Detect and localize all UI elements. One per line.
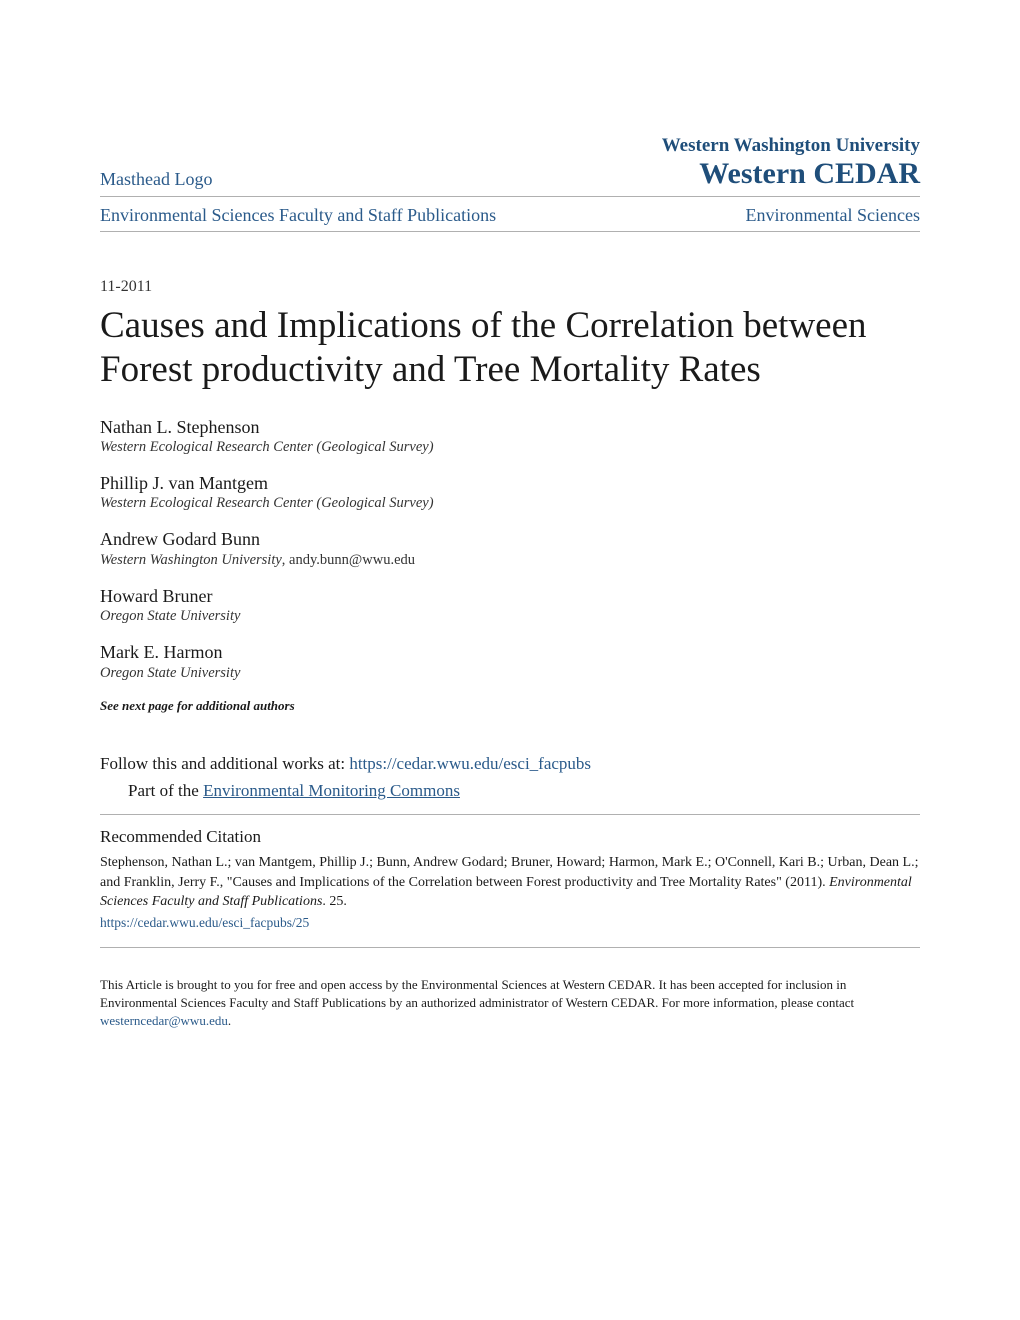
author-name: Mark E. Harmon xyxy=(100,641,920,664)
author-name: Phillip J. van Mantgem xyxy=(100,472,920,495)
author-affiliation: Oregon State University xyxy=(100,608,920,625)
header-divider-top xyxy=(100,196,920,197)
author-affiliation: Western Ecological Research Center (Geol… xyxy=(100,439,920,456)
author-affiliation: Oregon State University xyxy=(100,665,920,682)
see-next-page-note: See next page for additional authors xyxy=(100,698,920,714)
breadcrumb-collection[interactable]: Environmental Sciences Faculty and Staff… xyxy=(100,203,496,227)
publication-date: 11-2011 xyxy=(100,278,920,296)
author-name: Nathan L. Stephenson xyxy=(100,416,920,439)
author-block: Nathan L. Stephenson Western Ecological … xyxy=(100,416,920,456)
footer-notice: This Article is brought to you for free … xyxy=(100,976,920,1031)
masthead-logo[interactable]: Masthead Logo xyxy=(100,169,212,190)
header-divider-bottom xyxy=(100,231,920,232)
breadcrumb-row: Environmental Sciences Faculty and Staff… xyxy=(100,203,920,227)
citation-link[interactable]: https://cedar.wwu.edu/esci_facpubs/25 xyxy=(100,914,920,933)
repository-name[interactable]: Western CEDAR xyxy=(662,157,920,190)
author-affiliation: Western Washington University, andy.bunn… xyxy=(100,552,920,569)
part-of-prefix: Part of the xyxy=(128,781,203,800)
recommended-citation-body: Stephenson, Nathan L.; van Mantgem, Phil… xyxy=(100,853,920,933)
author-block: Phillip J. van Mantgem Western Ecologica… xyxy=(100,472,920,512)
citation-divider-bottom xyxy=(100,947,920,948)
author-block: Andrew Godard Bunn Western Washington Un… xyxy=(100,528,920,568)
author-name: Andrew Godard Bunn xyxy=(100,528,920,551)
author-affiliation: Western Ecological Research Center (Geol… xyxy=(100,495,920,512)
breadcrumb-department[interactable]: Environmental Sciences xyxy=(746,205,920,226)
author-block: Howard Bruner Oregon State University xyxy=(100,585,920,625)
follow-prefix: Follow this and additional works at: xyxy=(100,754,349,773)
citation-divider-top xyxy=(100,814,920,815)
follow-url-link[interactable]: https://cedar.wwu.edu/esci_facpubs xyxy=(349,754,591,773)
follow-block: Follow this and additional works at: htt… xyxy=(100,750,920,804)
institution-name[interactable]: Western Washington University xyxy=(662,135,920,157)
recommended-citation-heading: Recommended Citation xyxy=(100,827,920,847)
paper-title: Causes and Implications of the Correlati… xyxy=(100,304,920,391)
discipline-link[interactable]: Environmental Monitoring Commons xyxy=(203,781,460,800)
institution-block: Western Washington University Western CE… xyxy=(662,135,920,190)
header-row: Masthead Logo Western Washington Univers… xyxy=(100,135,920,190)
author-block: Mark E. Harmon Oregon State University xyxy=(100,641,920,681)
author-name: Howard Bruner xyxy=(100,585,920,608)
footer-contact-email[interactable]: westerncedar@wwu.edu xyxy=(100,1013,228,1028)
